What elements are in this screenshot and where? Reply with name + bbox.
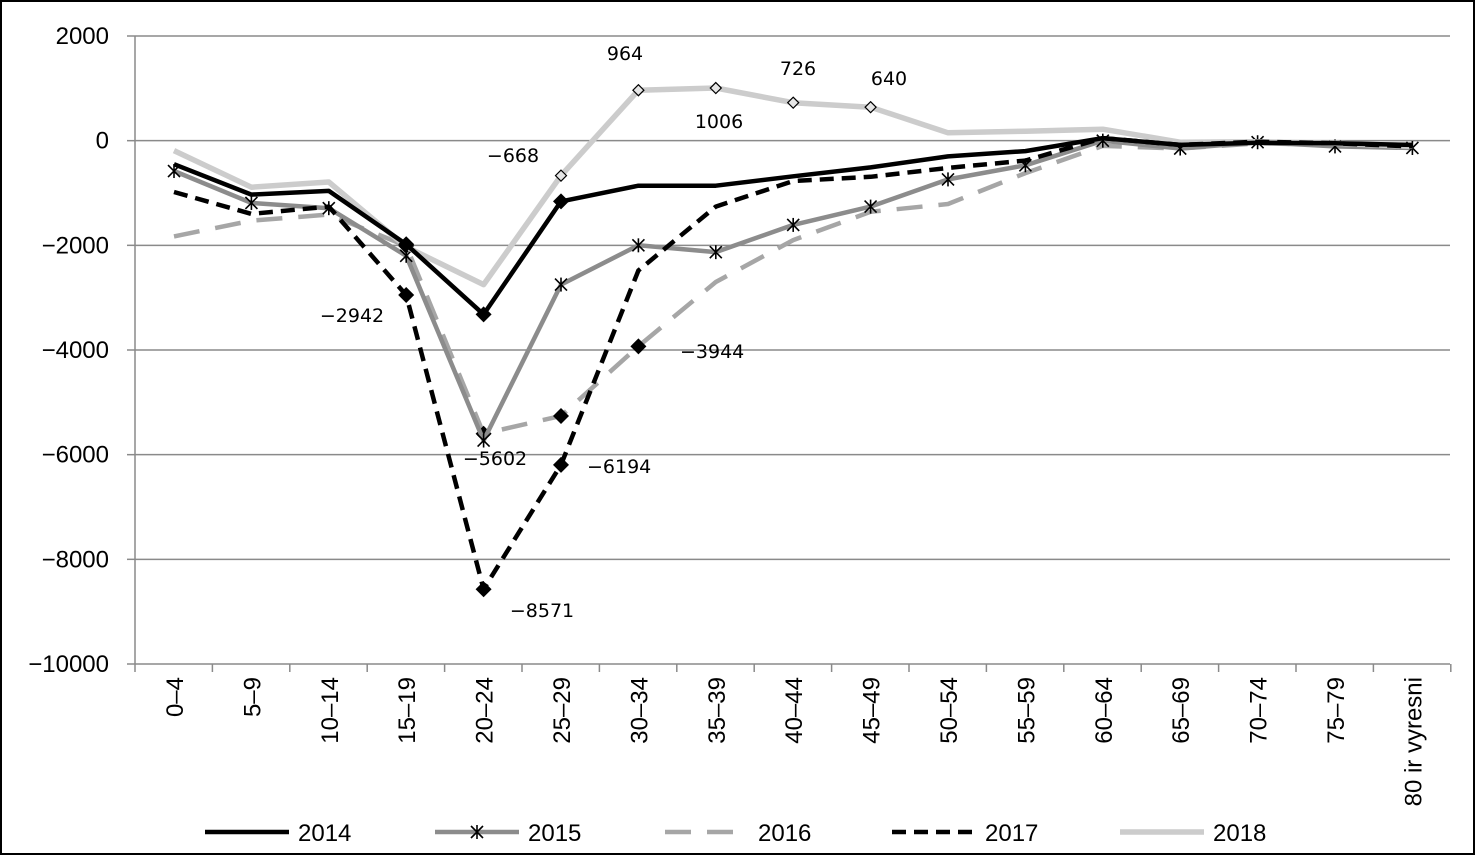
point-2017	[475, 581, 492, 598]
point-2018	[786, 96, 800, 110]
y-tick-label: −10000	[28, 651, 109, 678]
y-tick-label: −6000	[42, 442, 109, 469]
y-tick-label: −4000	[42, 337, 109, 364]
y-tick-label: 0	[96, 128, 109, 155]
series-line-2014	[173, 135, 1413, 317]
gridlines	[135, 35, 1450, 665]
data-label: −5602	[463, 448, 527, 470]
x-tick-label: 60–64	[1091, 677, 1118, 744]
legend-item-2017: 2017	[892, 820, 1038, 847]
series-line-2015	[173, 138, 1413, 443]
legend-item-2018: 2018	[1120, 820, 1266, 847]
point-2017	[398, 287, 415, 304]
x-tick-label: 65–69	[1168, 677, 1195, 744]
point-2016	[630, 338, 647, 355]
point-2015	[244, 195, 258, 210]
point-2014	[398, 236, 415, 253]
series-2016	[173, 141, 1413, 442]
x-tick-label: 10–14	[317, 677, 344, 744]
x-tick-label: 75–79	[1323, 677, 1350, 744]
legend: 2014 2015 2016 2017 2018	[205, 820, 1266, 847]
series-2017	[173, 135, 1413, 598]
series-2015	[167, 133, 1419, 448]
data-label: −8571	[510, 600, 574, 622]
point-2015	[554, 277, 568, 292]
legend-label: 2018	[1213, 820, 1266, 847]
data-label: 1006	[695, 111, 743, 133]
series-line-2018	[172, 85, 1413, 288]
x-tick-label: 55–59	[1013, 677, 1040, 744]
legend-label: 2015	[528, 820, 581, 847]
point-2015	[941, 172, 955, 187]
legend-label: 2014	[298, 820, 351, 847]
x-tick-label: 30–34	[626, 677, 653, 744]
point-2018	[864, 100, 877, 114]
data-label: −6194	[587, 456, 651, 478]
y-tick-label: 2000	[56, 23, 109, 50]
series-2018	[172, 81, 1413, 288]
x-tick-label: 15–19	[394, 677, 421, 744]
legend-item-2016: 2016	[665, 820, 811, 847]
series-line-2016	[173, 141, 1413, 436]
x-tick-label: 35–39	[704, 677, 731, 744]
x-tick-label: 40–44	[781, 677, 808, 744]
data-label: 726	[780, 58, 816, 80]
y-tick-label: −2000	[42, 232, 109, 259]
data-label: 964	[607, 43, 643, 65]
legend-label: 2017	[985, 820, 1038, 847]
legend-item-2015: 2015	[435, 820, 581, 847]
legend-item-2014: 2014	[205, 820, 351, 847]
point-2014	[475, 306, 492, 323]
x-tick-label: 50–54	[936, 677, 963, 744]
point-2017	[553, 456, 569, 473]
point-2015	[631, 238, 645, 253]
y-tick-label: −8000	[42, 546, 109, 573]
point-2018	[554, 169, 568, 182]
point-2015	[477, 433, 491, 448]
point-2015	[786, 217, 800, 232]
data-label: 640	[871, 68, 907, 90]
point-2016	[553, 407, 569, 424]
data-label: −668	[487, 145, 539, 167]
x-tick-label: 20–24	[472, 677, 499, 744]
data-label: −3944	[680, 341, 744, 363]
point-2015	[709, 245, 723, 260]
series-2014	[173, 135, 1413, 323]
x-tick-label: 45–49	[859, 677, 886, 744]
point-2018	[632, 83, 645, 97]
x-tick-label: 25–29	[549, 677, 576, 744]
point-2018	[709, 81, 723, 95]
point-2014	[553, 193, 569, 210]
legend-label: 2016	[758, 820, 811, 847]
x-tick-label: 0–4	[162, 677, 189, 717]
x-tick-label: 80 ir vyresni	[1400, 677, 1427, 806]
data-label: −2942	[320, 305, 384, 327]
x-tick-label: 70–74	[1246, 677, 1273, 744]
point-2015	[864, 199, 878, 214]
x-tick-label: 5–9	[239, 677, 266, 717]
